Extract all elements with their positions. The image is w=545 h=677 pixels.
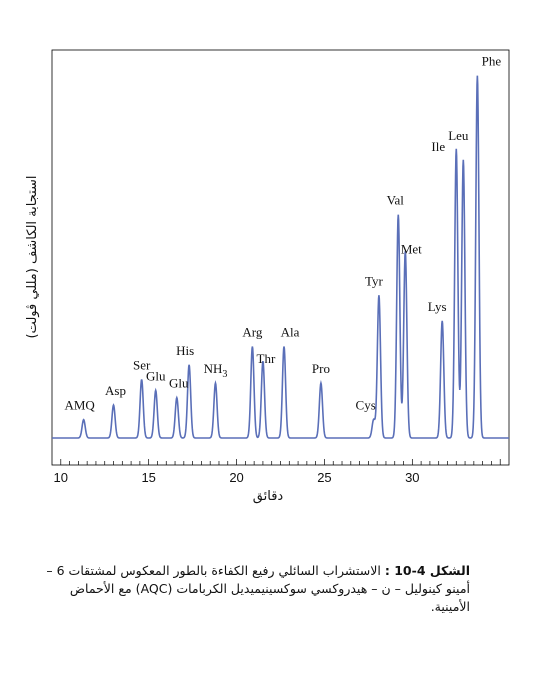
peak-label: Cys [356, 398, 376, 413]
x-axis-tick-labels: 10 15 20 25 30 [54, 470, 420, 485]
peak-label: Ser [133, 357, 151, 372]
peak-label: Ala [281, 325, 300, 340]
x-axis-ticks [60, 459, 501, 465]
peak-label: Ile [431, 139, 445, 154]
x-tick-label: 25 [317, 470, 331, 485]
y-axis-title: استجابة الكاشف (مللي ڤولت) [25, 175, 40, 338]
peak-label: Glu [146, 368, 166, 383]
peak-label: Arg [242, 325, 262, 340]
peak-label: NH3 [204, 361, 228, 380]
peak-label: Phe [482, 54, 502, 69]
x-tick-label: 30 [405, 470, 419, 485]
figure-caption: الشكل 4-10 : الاستشراب السائلي رفيع الكف… [40, 562, 470, 616]
x-tick-label: 20 [229, 470, 243, 485]
peak-label: Thr [257, 351, 276, 366]
x-axis-title: دقائق [253, 489, 284, 504]
peak-label: Glu [169, 376, 189, 391]
peak-label: Lys [428, 299, 447, 314]
peak-label: Tyr [365, 273, 384, 288]
peak-label: Val [387, 193, 405, 208]
peak-label: Asp [105, 383, 126, 398]
chromatogram-trace [52, 75, 509, 439]
peak-label: Leu [448, 128, 469, 143]
peak-label: Pro [312, 361, 330, 376]
x-tick-label: 15 [141, 470, 155, 485]
x-tick-label: 10 [54, 470, 68, 485]
peak-label: His [176, 343, 194, 358]
caption-prefix: الشكل 4-10 : [384, 563, 470, 578]
peak-label: Met [401, 241, 422, 256]
caption-text: الاستشراب السائلي رفيع الكفاءة بالطور ال… [46, 563, 470, 614]
peak-label: AMQ [64, 398, 95, 413]
